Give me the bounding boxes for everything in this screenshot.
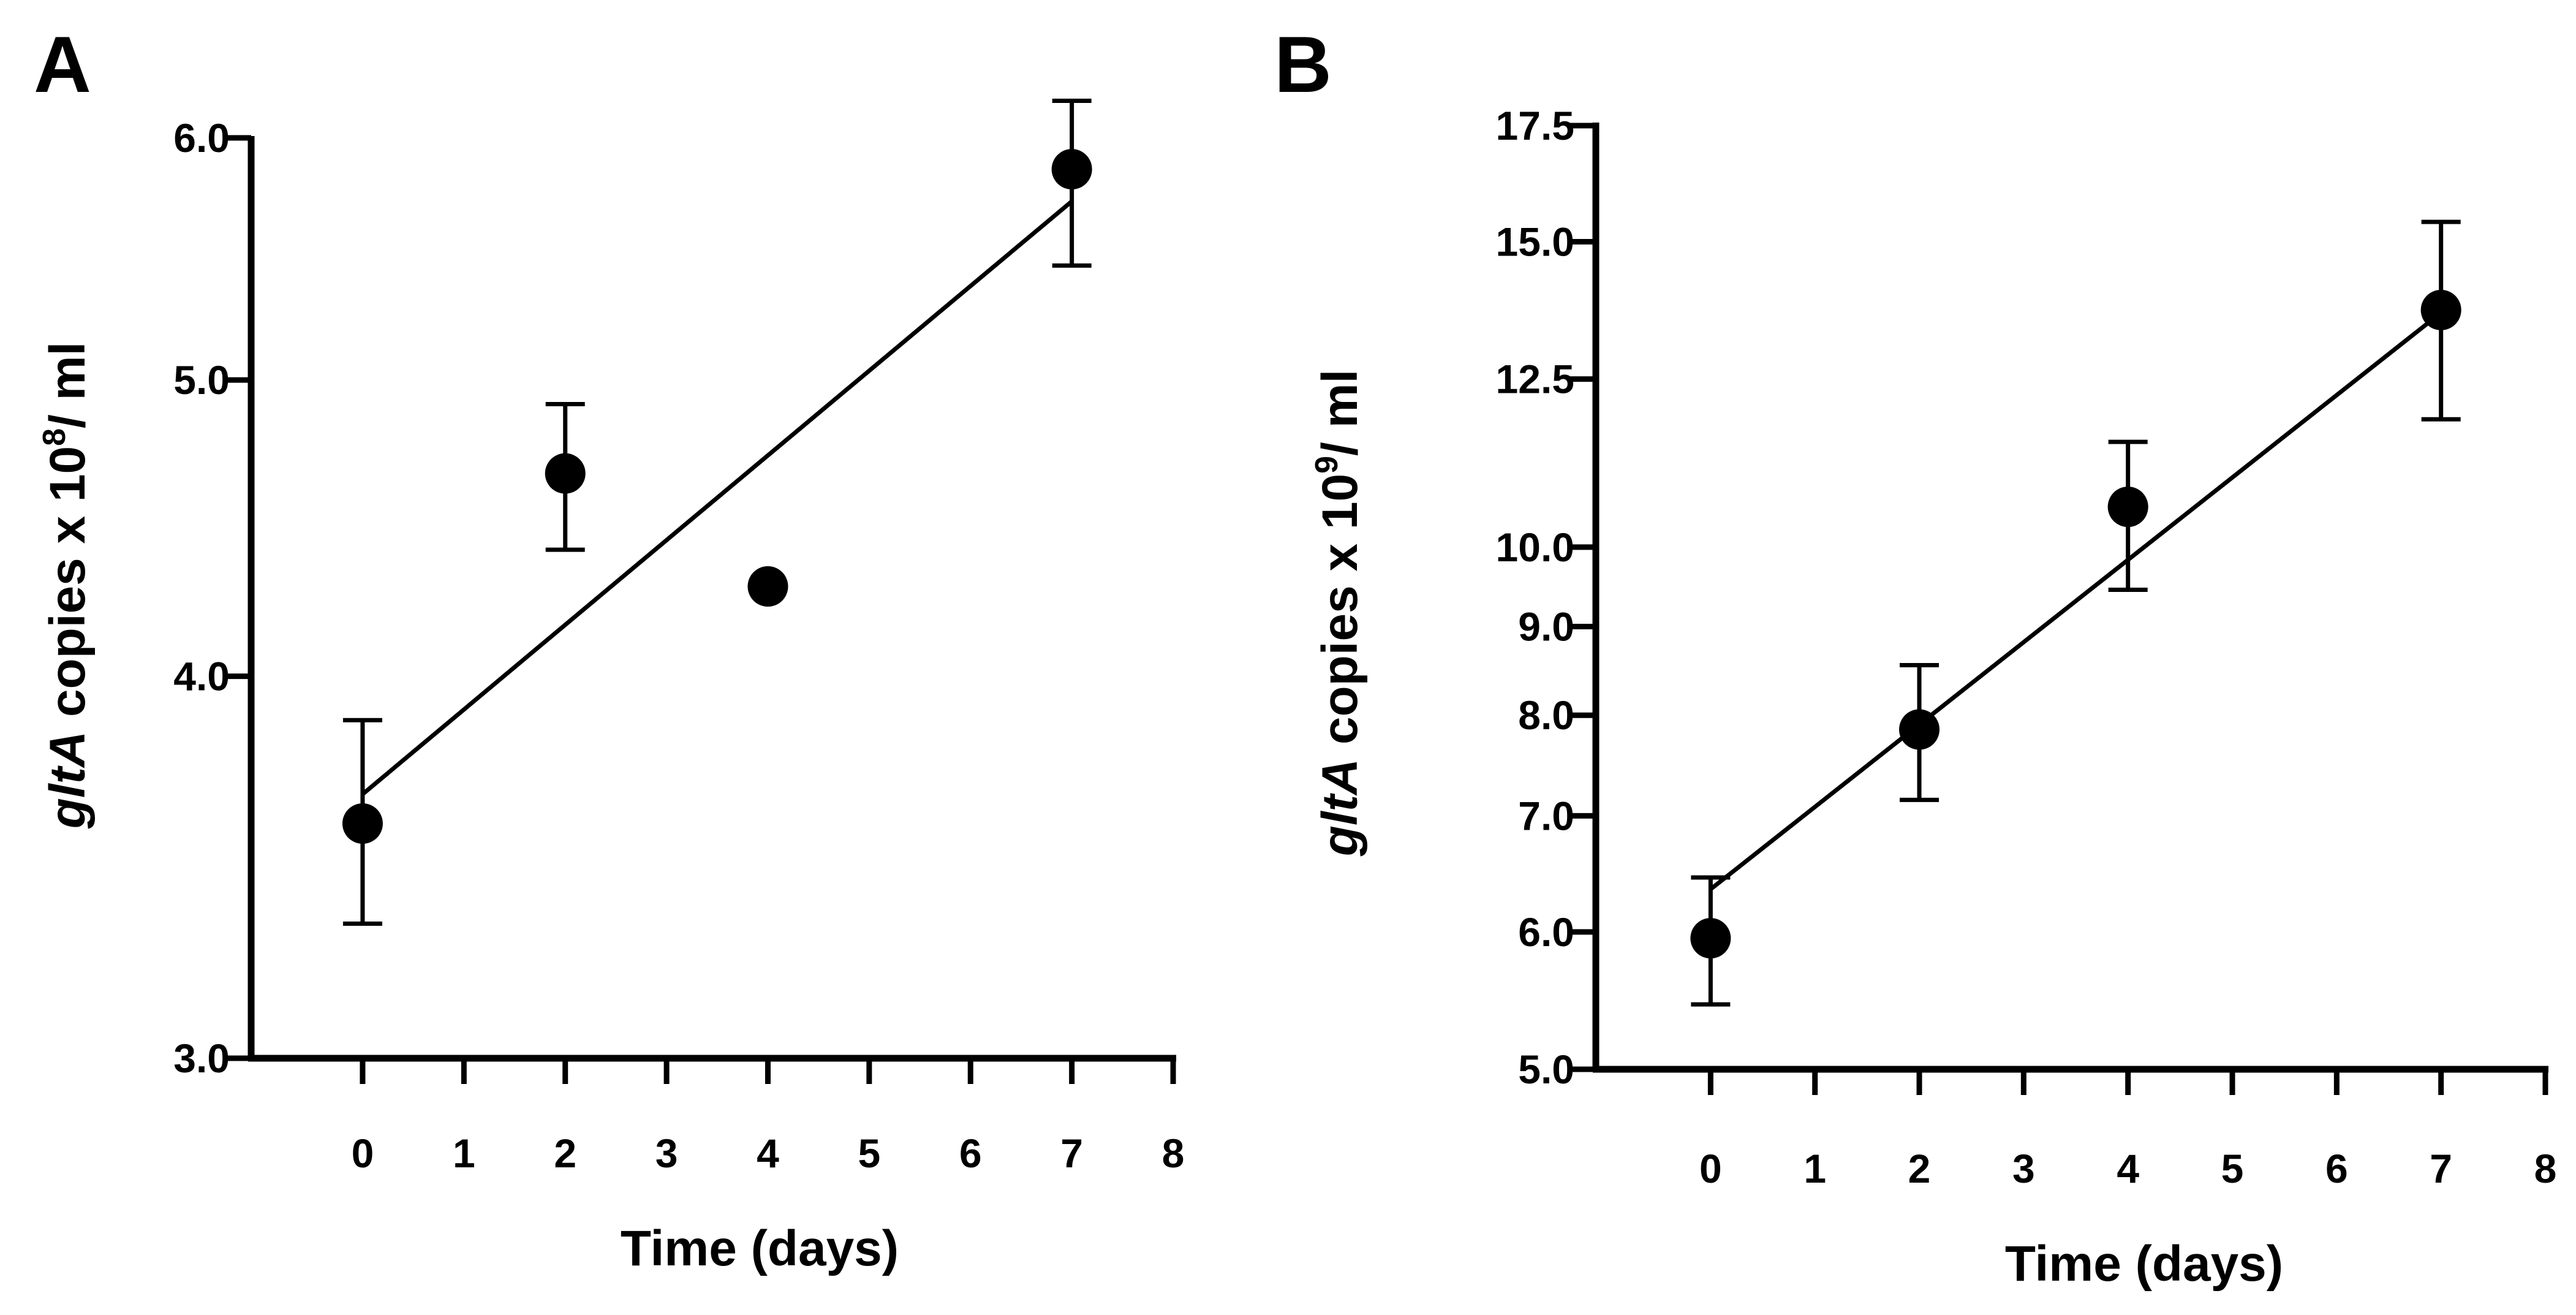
panel-a-ylabel-exponent: 8 (37, 428, 72, 446)
panel-b-x-axis-title: Time (days) (2005, 1236, 2283, 1292)
panel-a-y-tick-label: 4.0 (173, 654, 230, 699)
panel-a-y-ticks: 3.0 4.0 5.0 6.0 (173, 115, 251, 1081)
panel-a-y-tick-label: 6.0 (173, 115, 230, 161)
panel-a-x-axis-title: Time (days) (621, 1221, 899, 1276)
panel-a-letter: A (34, 20, 91, 109)
panel-a-x-tick-label: 2 (554, 1131, 576, 1176)
panel-a: A gltA copies x 108/ ml Time (days) 3.04… (34, 20, 1184, 1276)
panel-b-y-axis-title: gltA copies x 109/ ml (1309, 369, 1368, 857)
panel-a-data-point (747, 566, 788, 607)
panel-b-x-tick-label: 7 (2430, 1146, 2452, 1191)
panel-a-x-tick-label: 0 (352, 1131, 374, 1176)
panel-b-x-tick-label: 8 (2534, 1146, 2557, 1191)
panel-a-ylabel-suffix: / ml (40, 342, 96, 428)
panel-b-data-point (2420, 289, 2461, 330)
panel-b-fit-line (1709, 311, 2442, 891)
panel-b-y-tick-label: 9.0 (1518, 604, 1574, 649)
panel-a-x-tick-label: 6 (959, 1131, 982, 1176)
panel-b-ylabel-gene: gltA (1312, 759, 1368, 857)
panel-b-y-tick-label: 5.0 (1518, 1047, 1574, 1092)
panel-b-y-tick-label: 12.5 (1496, 357, 1574, 402)
panel-b-ylabel-suffix: / ml (1312, 369, 1368, 456)
panel-b-y-tick-label: 15.0 (1496, 219, 1574, 264)
panel-b-x-tick-label: 4 (2117, 1146, 2139, 1191)
panel-b-y-tick-label: 6.0 (1518, 909, 1574, 955)
panel-a-data-point (545, 453, 586, 494)
panel-b-letter: B (1274, 20, 1332, 109)
panel-a-y-tick-label: 3.0 (173, 1036, 230, 1081)
panel-a-ylabel-text: copies x 10 (40, 446, 96, 731)
panel-a-y-tick-label: 5.0 (173, 357, 230, 403)
panel-b-ylabel-exponent: 9 (1309, 456, 1345, 474)
panel-b-x-tick-label: 3 (2012, 1146, 2035, 1191)
panel-b-x-tick-label: 2 (1908, 1146, 1931, 1191)
panel-a-y-axis-title: gltA copies x 108/ ml (37, 342, 96, 830)
panel-a-x-tick-label: 5 (858, 1131, 880, 1176)
panel-a-data-point (342, 803, 383, 844)
panel-b-data-point (1690, 918, 1731, 959)
panel-a-fit-line (361, 199, 1073, 796)
panel-b-data-point (2107, 487, 2148, 528)
panel-a-x-ticks: 0 1 2 3 4 5 6 7 8 (352, 1058, 1185, 1176)
panel-b-x-tick-label: 1 (1804, 1146, 1826, 1191)
panel-a-x-tick-label: 7 (1060, 1131, 1083, 1176)
panel-b-x-tick-label: 0 (1699, 1146, 1722, 1191)
panel-a-ylabel-gene: gltA (40, 731, 96, 829)
panel-b-ylabel-text: copies x 10 (1312, 474, 1368, 759)
panel-b-x-tick-label: 6 (2325, 1146, 2348, 1191)
panel-b-y-ticks: 5.0 6.0 7.0 8.0 9.0 10.0 12.5 15.0 17.5 (1496, 103, 1596, 1092)
panel-b-x-tick-label: 5 (2221, 1146, 2244, 1191)
panel-a-x-tick-label: 1 (453, 1131, 475, 1176)
panel-b-y-tick-label: 17.5 (1496, 103, 1574, 148)
panel-a-plot-area (342, 98, 1092, 926)
panel-b: B gltA copies x 109/ ml Time (days) 5.0 6… (1274, 20, 2556, 1292)
panel-a-x-tick-label: 8 (1162, 1131, 1185, 1176)
panel-b-y-tick-label: 8.0 (1518, 692, 1574, 738)
panel-b-y-tick-label: 7.0 (1518, 793, 1574, 838)
panel-b-y-tick-label: 10.0 (1496, 525, 1574, 570)
panel-a-x-tick-label: 4 (757, 1131, 779, 1176)
panel-b-data-point (1899, 709, 1940, 750)
panel-b-x-ticks: 0 1 2 3 4 5 6 7 8 (1699, 1069, 2556, 1191)
panel-a-data-point (1051, 149, 1092, 190)
panel-a-x-tick-label: 3 (655, 1131, 678, 1176)
panel-b-plot-area (1690, 219, 2461, 1007)
